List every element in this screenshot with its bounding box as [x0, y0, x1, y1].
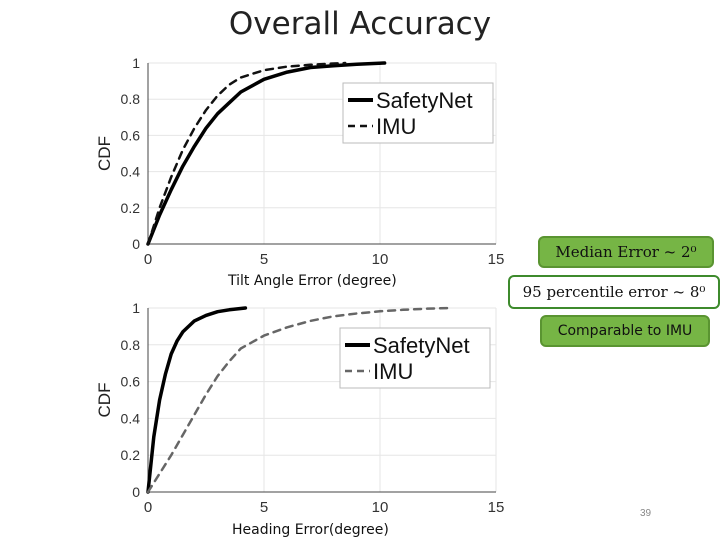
chart-2-x-tick-label: 0 [144, 499, 152, 516]
slide-title: Overall Accuracy [228, 6, 492, 42]
chart-2-y-tick-label: 0 [132, 484, 140, 500]
chart-1-legend-label-safetynet: SafetyNet [376, 88, 473, 113]
chart-1-x-tick-label: 15 [488, 251, 505, 268]
chart-2-y-tick-label: 0.6 [121, 374, 141, 390]
chart-1-y-tick-label: 0 [132, 236, 140, 252]
chart-1-y-tick-label: 0.2 [121, 200, 141, 216]
chart-1-legend-label-imu: IMU [376, 114, 416, 139]
page-number: 39 [640, 508, 652, 519]
median-error-callout: Median Error ~ 2⁰ [538, 236, 714, 268]
comparable-callout: Comparable to IMU [540, 315, 710, 347]
chart-2-legend [339, 327, 491, 389]
chart-2-y-tick-label: 1 [132, 300, 140, 316]
percentile-error-callout: 95 percentile error ~ 8⁰ [508, 275, 720, 309]
chart-2-y-tick-label: 0.2 [121, 447, 141, 463]
chart-2-x-tick-label: 5 [260, 499, 268, 516]
chart-2-x-tick-label: 15 [488, 499, 505, 516]
chart-1-legend [342, 82, 494, 144]
chart-2-xlabel: Heading Error(degree) [232, 522, 389, 538]
chart-1-xlabel: Tilt Angle Error (degree) [228, 273, 397, 289]
chart-2-legend-label-imu: IMU [373, 359, 413, 384]
chart-2-series-safetynet [146, 306, 248, 494]
chart-1-y-tick-label: 0.8 [121, 91, 141, 107]
chart-2-y-axis-label: CDF [95, 383, 114, 418]
chart-2-series-imu [146, 306, 451, 494]
chart-2-legend-label-safetynet: SafetyNet [373, 333, 470, 358]
chart-2-y-tick-label: 0.4 [121, 410, 141, 426]
chart-2-x-tick-label: 10 [372, 499, 389, 516]
chart-1-y-tick-label: 0.4 [121, 164, 141, 180]
chart-2-y-tick-label: 0.8 [121, 337, 141, 353]
chart-1-x-tick-label: 0 [144, 251, 152, 268]
chart-1-y-tick-label: 0.6 [121, 127, 141, 143]
chart-1-x-tick-label: 5 [260, 251, 268, 268]
chart-1-y-tick-label: 1 [132, 55, 140, 71]
chart-1-series-safetynet [146, 61, 387, 246]
chart-1-series-imu [146, 61, 347, 246]
chart-1-y-axis-label: CDF [95, 136, 114, 171]
chart-1-x-tick-label: 10 [372, 251, 389, 268]
